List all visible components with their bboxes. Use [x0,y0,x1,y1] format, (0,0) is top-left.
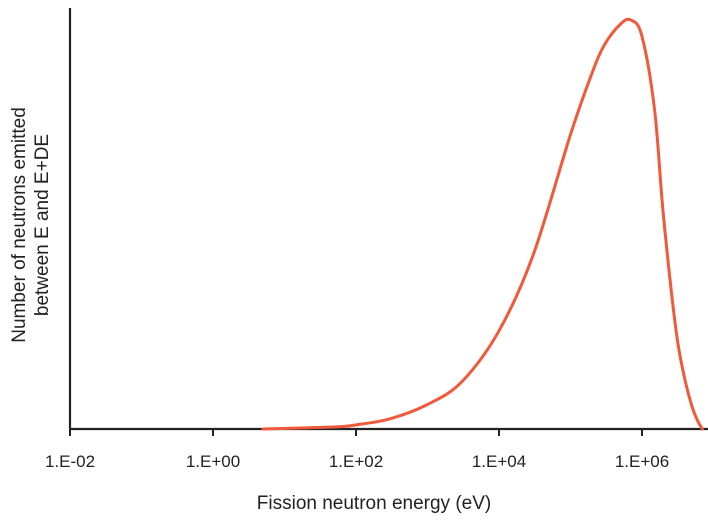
x-tick-label: 1.E+04 [472,452,526,471]
x-tick-label: 1.E+00 [186,452,240,471]
x-tick-label: 1.E+06 [615,452,669,471]
plot-area: 1.E-02 1.E+00 1.E+02 1.E+04 1.E+06 [45,8,708,471]
series-group [261,17,704,431]
x-tick-label: 1.E+02 [329,452,383,471]
y-axis-title-line-1: Number of neutrons emitted [9,107,30,343]
x-tick-label: 1.E-02 [45,452,95,471]
y-axis-title: Number of neutrons emitted between E and… [9,107,53,343]
x-ticks: 1.E-02 1.E+00 1.E+02 1.E+04 1.E+06 [45,429,669,471]
x-axis-title: Fission neutron energy (eV) [257,493,491,514]
series-line [261,17,704,431]
y-axis-title-line-2: between E and E+DE [32,134,53,316]
